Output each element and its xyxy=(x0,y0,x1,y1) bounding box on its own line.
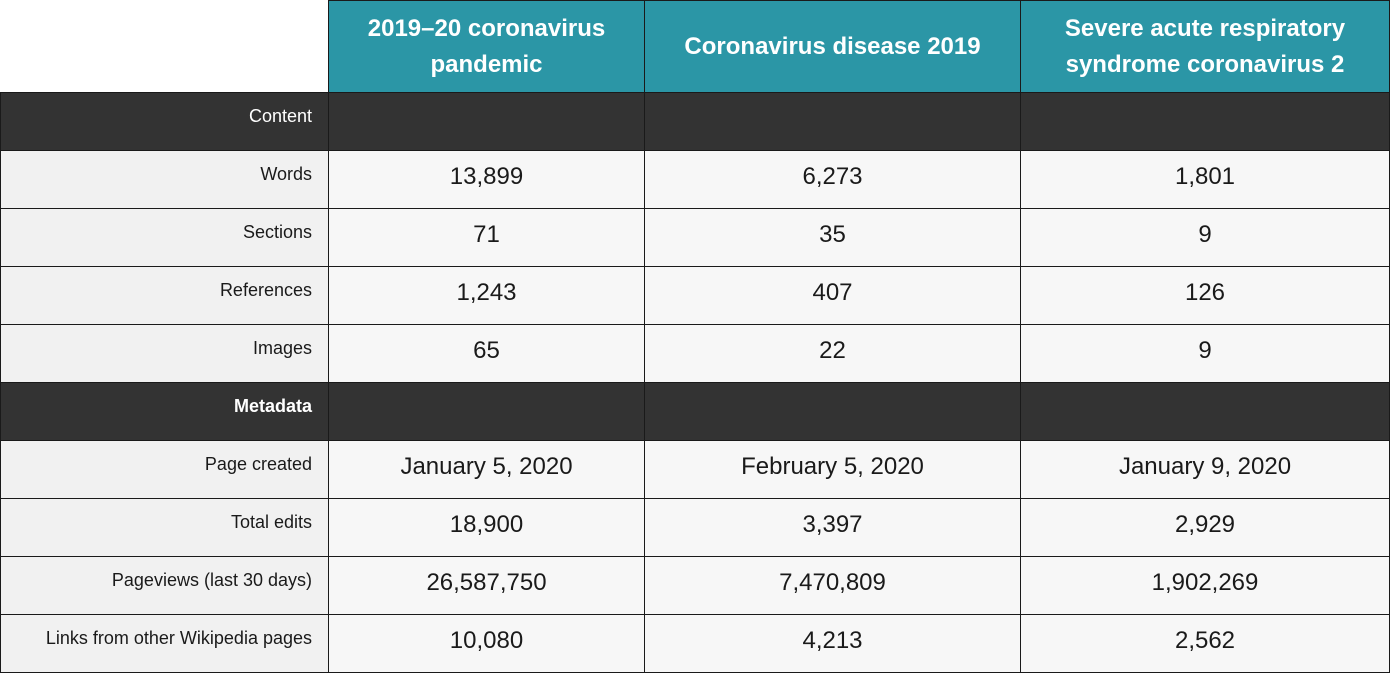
column-header-disease: Coronavirus disease 2019 xyxy=(645,0,1021,93)
row-label-sections: Sections xyxy=(0,209,329,267)
section-spacer xyxy=(1021,93,1390,151)
cell-images-pandemic: 65 xyxy=(329,325,645,383)
section-spacer xyxy=(645,93,1021,151)
cell-words-disease: 6,273 xyxy=(645,151,1021,209)
cell-sections-pandemic: 71 xyxy=(329,209,645,267)
column-header-pandemic: 2019–20 coronavirus pandemic xyxy=(329,0,645,93)
cell-page-created-disease: February 5, 2020 xyxy=(645,441,1021,499)
row-label-page-created: Page created xyxy=(0,441,329,499)
row-label-references: References xyxy=(0,267,329,325)
row-label-links: Links from other Wikipedia pages xyxy=(0,615,329,673)
table-corner xyxy=(0,0,329,93)
row-label-images: Images xyxy=(0,325,329,383)
cell-page-created-pandemic: January 5, 2020 xyxy=(329,441,645,499)
cell-links-disease: 4,213 xyxy=(645,615,1021,673)
cell-pageviews-disease: 7,470,809 xyxy=(645,557,1021,615)
row-label-pageviews: Pageviews (last 30 days) xyxy=(0,557,329,615)
cell-pageviews-pandemic: 26,587,750 xyxy=(329,557,645,615)
cell-images-virus: 9 xyxy=(1021,325,1390,383)
cell-links-virus: 2,562 xyxy=(1021,615,1390,673)
row-label-words: Words xyxy=(0,151,329,209)
cell-words-virus: 1,801 xyxy=(1021,151,1390,209)
section-label-content: Content xyxy=(0,93,329,151)
cell-sections-virus: 9 xyxy=(1021,209,1390,267)
section-spacer xyxy=(645,383,1021,441)
column-header-virus: Severe acute respiratory syndrome corona… xyxy=(1021,0,1390,93)
cell-references-virus: 126 xyxy=(1021,267,1390,325)
cell-references-pandemic: 1,243 xyxy=(329,267,645,325)
cell-total-edits-pandemic: 18,900 xyxy=(329,499,645,557)
cell-images-disease: 22 xyxy=(645,325,1021,383)
section-spacer xyxy=(1021,383,1390,441)
section-label-metadata: Metadata xyxy=(0,383,329,441)
cell-total-edits-disease: 3,397 xyxy=(645,499,1021,557)
cell-sections-disease: 35 xyxy=(645,209,1021,267)
cell-links-pandemic: 10,080 xyxy=(329,615,645,673)
cell-words-pandemic: 13,899 xyxy=(329,151,645,209)
section-spacer xyxy=(329,383,645,441)
section-spacer xyxy=(329,93,645,151)
cell-page-created-virus: January 9, 2020 xyxy=(1021,441,1390,499)
cell-references-disease: 407 xyxy=(645,267,1021,325)
row-label-total-edits: Total edits xyxy=(0,499,329,557)
cell-pageviews-virus: 1,902,269 xyxy=(1021,557,1390,615)
cell-total-edits-virus: 2,929 xyxy=(1021,499,1390,557)
